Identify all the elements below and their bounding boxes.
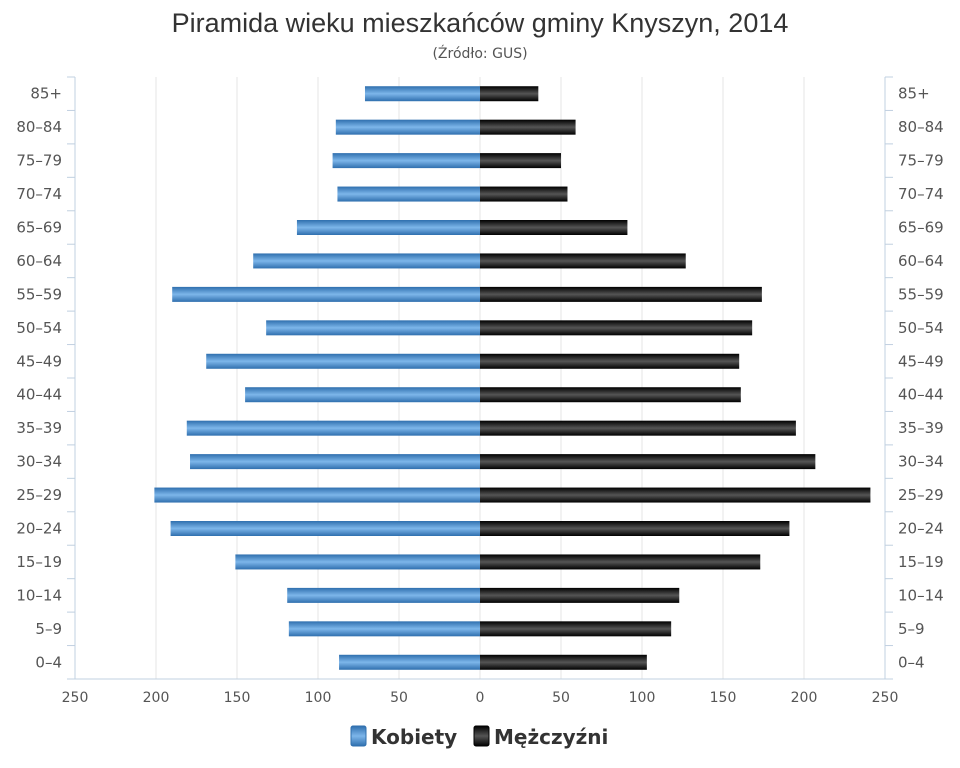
x-tick-label: 150 [710,690,737,706]
bars [154,86,871,670]
category-label-left-80-84: 80–84 [16,118,62,136]
category-label-right-55-59: 55–59 [898,285,944,303]
category-label-right-85plus: 85+ [898,85,930,103]
legend-label-mezczyzni: Mężczyźni [494,725,608,749]
category-label-left-45-49: 45–49 [16,352,62,370]
category-label-left-5-9: 5–9 [35,620,62,638]
category-label-right-30-34: 30–34 [898,453,944,471]
bar-kobiety-5-9[interactable] [288,621,480,637]
bar-mezczyzni-5-9[interactable] [480,621,672,637]
category-label-left-25-29: 25–29 [16,486,62,504]
category-label-right-40-44: 40–44 [898,386,944,404]
category-label-right-75-79: 75–79 [898,152,944,170]
legend-item-kobiety[interactable]: Kobiety [350,725,457,749]
legend[interactable]: Kobiety Mężczyźni [350,725,608,749]
bar-mezczyzni-50-54[interactable] [480,320,753,336]
bar-kobiety-85plus[interactable] [364,86,480,102]
bar-mezczyzni-20-24[interactable] [480,521,790,536]
bar-kobiety-40-44[interactable] [245,387,480,403]
bar-kobiety-45-49[interactable] [206,353,480,369]
bar-mezczyzni-55-59[interactable] [480,286,762,302]
legend-label-kobiety: Kobiety [371,725,457,749]
legend-swatch-kobiety [350,725,367,747]
x-tick-label: 100 [305,690,332,706]
bar-mezczyzni-25-29[interactable] [480,487,871,503]
chart-title: Piramida wieku mieszkańców gminy Knyszyn… [172,8,789,38]
chart-subtitle: (Źródło: GUS) [432,44,527,62]
category-label-left-85plus: 85+ [30,85,62,103]
axes [67,76,893,680]
category-label-right-0-4: 0–4 [898,653,925,671]
category-label-right-25-29: 25–29 [898,486,944,504]
x-tick-label: 50 [552,690,570,706]
category-label-left-70-74: 70–74 [16,185,62,203]
bar-kobiety-20-24[interactable] [170,521,480,536]
bar-mezczyzni-0-4[interactable] [480,654,647,670]
category-label-left-30-34: 30–34 [16,453,62,471]
x-tick-label: 100 [629,690,656,706]
x-tick-label: 200 [143,690,170,706]
category-label-right-70-74: 70–74 [898,185,944,203]
bar-mezczyzni-80-84[interactable] [480,119,576,135]
category-label-left-50-54: 50–54 [16,319,62,337]
category-label-right-5-9: 5–9 [898,620,925,638]
bar-kobiety-0-4[interactable] [339,654,480,670]
category-label-right-35-39: 35–39 [898,419,944,437]
bar-kobiety-65-69[interactable] [296,220,480,235]
category-label-left-55-59: 55–59 [16,285,62,303]
bar-kobiety-60-64[interactable] [253,253,480,269]
bar-mezczyzni-10-14[interactable] [480,587,680,603]
category-label-left-10-14: 10–14 [16,586,62,604]
bar-mezczyzni-70-74[interactable] [480,186,568,202]
bar-kobiety-15-19[interactable] [235,554,480,570]
legend-swatch-mezczyzni [473,725,490,747]
category-label-right-80-84: 80–84 [898,118,944,136]
bar-kobiety-55-59[interactable] [172,286,480,302]
category-label-right-20-24: 20–24 [898,520,944,538]
category-label-left-0-4: 0–4 [35,653,62,671]
category-label-right-45-49: 45–49 [898,352,944,370]
bar-kobiety-80-84[interactable] [335,119,480,135]
category-label-right-15-19: 15–19 [898,553,944,571]
category-label-right-50-54: 50–54 [898,319,944,337]
bar-kobiety-70-74[interactable] [337,186,480,202]
bar-mezczyzni-15-19[interactable] [480,554,761,570]
category-label-right-60-64: 60–64 [898,252,944,270]
category-label-left-75-79: 75–79 [16,152,62,170]
bar-kobiety-30-34[interactable] [190,454,480,470]
category-labels: 85+ 85+ 80–84 80–84 75–79 75–79 70–74 70–74 65–6… [16,85,943,672]
category-label-left-35-39: 35–39 [16,419,62,437]
bar-kobiety-50-54[interactable] [266,320,480,336]
category-label-left-15-19: 15–19 [16,553,62,571]
bar-mezczyzni-30-34[interactable] [480,454,816,470]
bar-kobiety-25-29[interactable] [154,487,480,503]
category-label-right-10-14: 10–14 [898,586,944,604]
bar-mezczyzni-40-44[interactable] [480,387,741,403]
category-label-left-40-44: 40–44 [16,386,62,404]
legend-item-mezczyzni[interactable]: Mężczyźni [473,725,608,749]
x-tick-label: 250 [872,690,899,706]
x-tick-label: 0 [476,690,485,706]
x-tick-label: 50 [390,690,408,706]
bar-mezczyzni-35-39[interactable] [480,420,796,436]
category-label-right-65-69: 65–69 [898,219,944,237]
category-label-left-20-24: 20–24 [16,520,62,538]
bar-mezczyzni-45-49[interactable] [480,353,740,369]
bar-mezczyzni-65-69[interactable] [480,220,628,235]
bar-mezczyzni-60-64[interactable] [480,253,686,269]
x-tick-label: 200 [791,690,818,706]
bar-mezczyzni-75-79[interactable] [480,153,561,169]
x-tick-labels: 250 200 150 100 50 0 50 100 150 200 250 [62,690,899,706]
bar-kobiety-75-79[interactable] [332,153,480,169]
category-label-left-65-69: 65–69 [16,219,62,237]
bar-kobiety-10-14[interactable] [287,587,480,603]
x-tick-label: 250 [62,690,89,706]
bar-kobiety-35-39[interactable] [186,420,480,436]
category-label-left-60-64: 60–64 [16,252,62,270]
bar-mezczyzni-85plus[interactable] [480,86,539,102]
x-tick-label: 150 [224,690,251,706]
